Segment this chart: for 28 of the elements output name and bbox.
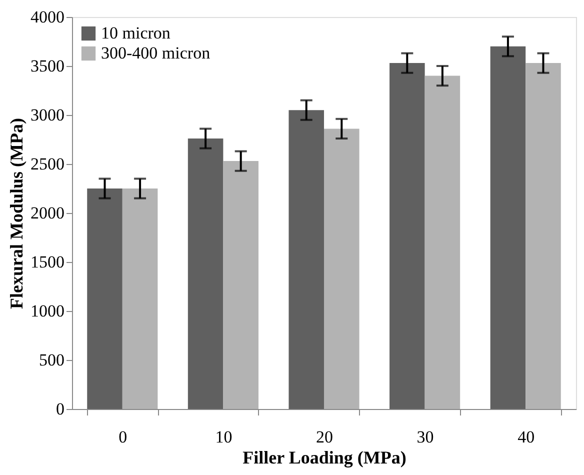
- bar: [223, 161, 258, 409]
- bar: [122, 188, 158, 409]
- x-tick-label: 20: [316, 428, 333, 446]
- x-tick-label: 30: [416, 428, 434, 446]
- y-tick-label: 4000: [30, 8, 64, 26]
- bar: [87, 188, 122, 409]
- y-tick-label: 3000: [30, 106, 64, 124]
- y-axis-title: Flexural Modulus (MPa): [6, 118, 26, 309]
- bar: [390, 63, 425, 409]
- y-tick-label: 1500: [30, 252, 64, 272]
- bar: [490, 46, 526, 409]
- bar: [424, 76, 460, 409]
- x-tick-label: 10: [215, 428, 232, 446]
- legend-label: 300-400 micron: [101, 44, 211, 62]
- bar: [288, 110, 324, 409]
- x-tick-label: 0: [118, 428, 128, 446]
- bar: [324, 128, 360, 409]
- y-tick-label: 2000: [30, 204, 64, 222]
- y-tick-label: 2500: [30, 154, 64, 174]
- x-tick-label: 40: [518, 428, 535, 446]
- y-tick-label: 0: [56, 400, 64, 418]
- y-tick-label: 1000: [30, 302, 64, 320]
- y-tick-label: 3500: [30, 56, 64, 76]
- x-axis-title: Filler Loading (MPa): [242, 448, 406, 468]
- legend-label: 10 micron: [101, 24, 171, 42]
- bar: [526, 63, 561, 409]
- bar: [188, 138, 224, 409]
- y-tick-label: 500: [39, 350, 64, 370]
